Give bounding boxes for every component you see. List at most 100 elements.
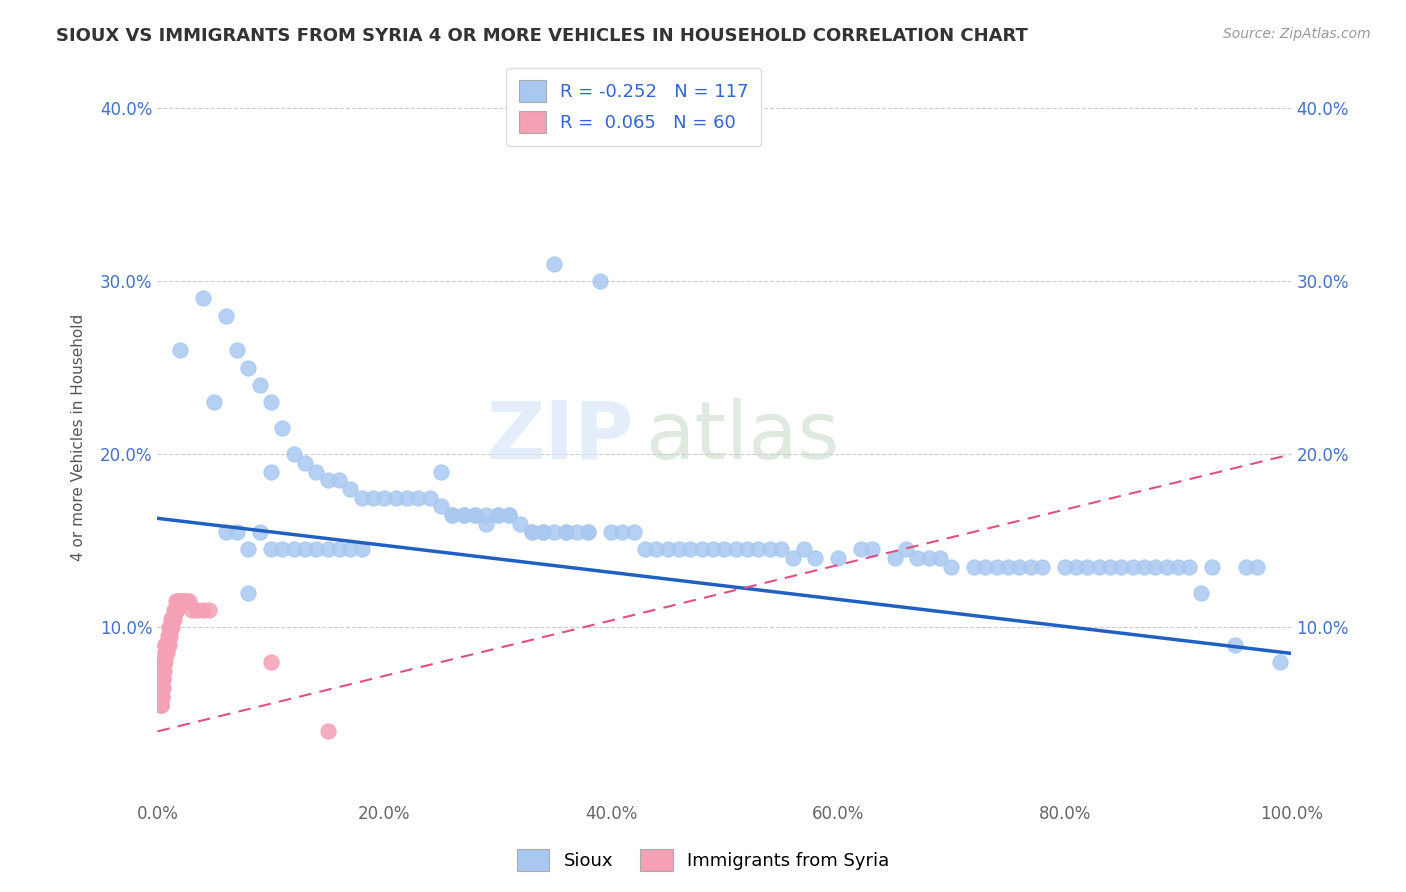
Point xyxy=(531,525,554,540)
Point xyxy=(152,655,174,669)
Point xyxy=(759,542,782,557)
Point xyxy=(225,525,247,540)
Point xyxy=(152,681,174,695)
Point xyxy=(167,594,190,608)
Point xyxy=(152,664,174,678)
Point xyxy=(475,516,498,531)
Point xyxy=(929,551,952,566)
Point xyxy=(384,491,406,505)
Point xyxy=(153,664,176,678)
Point xyxy=(150,690,173,704)
Point xyxy=(149,698,172,713)
Point xyxy=(155,638,177,652)
Point xyxy=(153,655,176,669)
Point xyxy=(565,525,588,540)
Point xyxy=(770,542,793,557)
Point xyxy=(283,542,305,557)
Point xyxy=(974,559,997,574)
Point xyxy=(163,612,186,626)
Point xyxy=(986,559,1008,574)
Point xyxy=(589,274,612,288)
Point xyxy=(197,603,219,617)
Point xyxy=(1064,559,1087,574)
Point xyxy=(169,594,191,608)
Point xyxy=(305,542,328,557)
Point xyxy=(735,542,758,557)
Point xyxy=(294,542,316,557)
Point xyxy=(1031,559,1053,574)
Point xyxy=(1156,559,1178,574)
Point xyxy=(152,664,174,678)
Point xyxy=(668,542,690,557)
Point xyxy=(804,551,827,566)
Point xyxy=(165,603,187,617)
Point xyxy=(1087,559,1109,574)
Point xyxy=(271,542,294,557)
Point xyxy=(150,690,173,704)
Point xyxy=(152,673,174,687)
Point xyxy=(576,525,599,540)
Point xyxy=(554,525,576,540)
Point xyxy=(576,525,599,540)
Point xyxy=(214,309,236,323)
Point xyxy=(149,681,172,695)
Point xyxy=(883,551,905,566)
Point xyxy=(1122,559,1144,574)
Point xyxy=(679,542,702,557)
Point xyxy=(156,629,179,643)
Point xyxy=(155,638,177,652)
Point xyxy=(395,491,418,505)
Point xyxy=(260,465,283,479)
Point xyxy=(464,508,486,522)
Point xyxy=(305,465,328,479)
Point xyxy=(214,525,236,540)
Point xyxy=(238,586,260,600)
Point xyxy=(634,542,657,557)
Point xyxy=(430,499,453,513)
Point xyxy=(554,525,576,540)
Point xyxy=(849,542,872,557)
Point xyxy=(1246,559,1268,574)
Legend: R = -0.252   N = 117, R =  0.065   N = 60: R = -0.252 N = 117, R = 0.065 N = 60 xyxy=(506,68,762,146)
Point xyxy=(191,603,214,617)
Point xyxy=(153,655,176,669)
Point xyxy=(159,620,181,634)
Point xyxy=(905,551,928,566)
Point xyxy=(464,508,486,522)
Point xyxy=(690,542,713,557)
Point xyxy=(157,620,180,634)
Point xyxy=(543,257,565,271)
Point xyxy=(328,542,350,557)
Point xyxy=(238,360,260,375)
Point xyxy=(155,638,177,652)
Point xyxy=(1178,559,1201,574)
Point xyxy=(419,491,441,505)
Point xyxy=(173,594,195,608)
Point xyxy=(645,542,668,557)
Point xyxy=(271,421,294,435)
Point xyxy=(453,508,475,522)
Text: ZIP: ZIP xyxy=(486,398,634,476)
Point xyxy=(316,473,339,487)
Point xyxy=(155,638,177,652)
Point xyxy=(249,378,271,392)
Point xyxy=(156,638,179,652)
Point xyxy=(894,542,917,557)
Point xyxy=(149,698,172,713)
Point xyxy=(150,681,173,695)
Point xyxy=(157,638,180,652)
Point xyxy=(520,525,543,540)
Point xyxy=(179,594,201,608)
Point xyxy=(160,620,183,634)
Point xyxy=(149,698,172,713)
Point xyxy=(339,482,361,496)
Point xyxy=(155,655,177,669)
Point xyxy=(157,629,180,643)
Point xyxy=(155,647,177,661)
Point xyxy=(316,724,339,739)
Point xyxy=(1234,559,1257,574)
Point xyxy=(150,681,173,695)
Text: atlas: atlas xyxy=(645,398,839,476)
Point xyxy=(328,473,350,487)
Point xyxy=(520,525,543,540)
